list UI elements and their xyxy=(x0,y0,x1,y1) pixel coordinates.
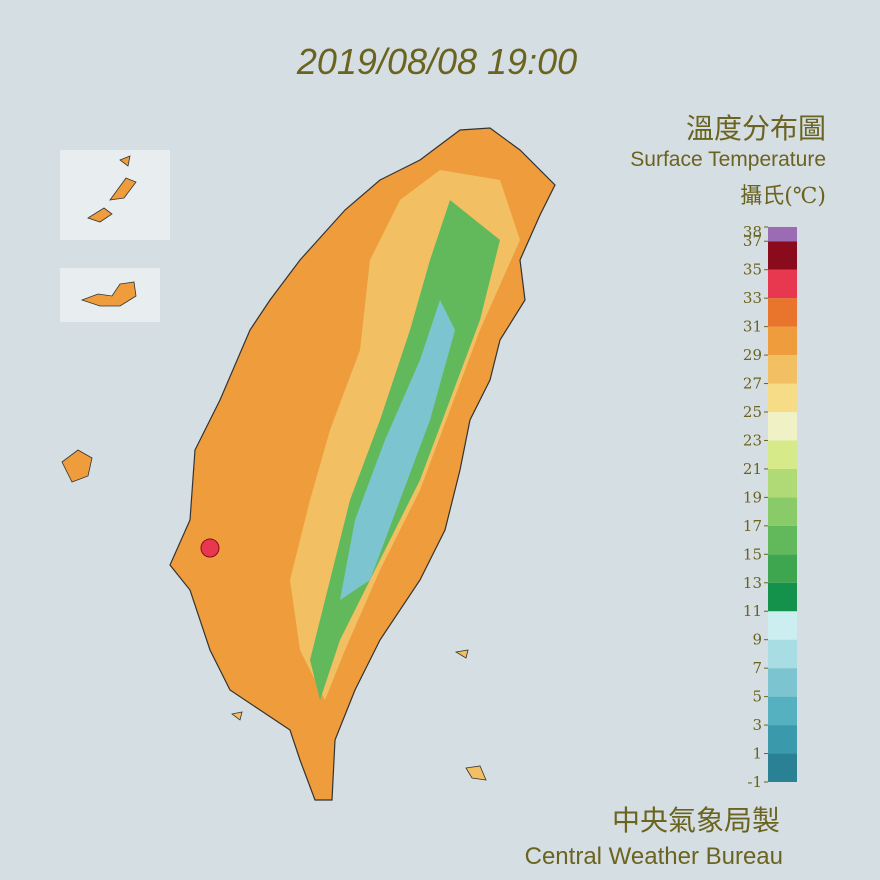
legend-title-zh: 溫度分布圖 xyxy=(686,112,826,145)
legend-tick-label: 1 xyxy=(752,745,762,763)
legend-tick-label: 11 xyxy=(743,602,762,620)
island xyxy=(61,449,93,483)
legend-tick-label: 7 xyxy=(752,659,762,677)
legend-swatch xyxy=(768,753,797,782)
agency-en: Central Weather Bureau xyxy=(525,843,783,870)
legend-swatch xyxy=(768,468,797,498)
legend-swatch xyxy=(768,298,797,327)
legend-tick-label: 13 xyxy=(743,574,762,592)
legend-tick-label: 9 xyxy=(752,631,762,649)
legend-swatch xyxy=(768,497,797,526)
legend-swatch xyxy=(768,582,797,612)
legend-tick-label: 37 xyxy=(743,232,762,250)
legend-swatch xyxy=(768,668,797,697)
legend-swatch xyxy=(768,725,797,754)
legend-title-en: Surface Temperature xyxy=(630,148,826,171)
legend-tick-label: 33 xyxy=(743,289,762,307)
legend-tick-label: -1 xyxy=(747,773,762,791)
timestamp: 2019/08/08 19:00 xyxy=(296,41,577,82)
legend-swatch xyxy=(768,383,797,412)
high-peak-zone xyxy=(340,300,455,600)
legend-swatch xyxy=(768,269,797,299)
legend-tick-label: 25 xyxy=(743,403,762,421)
legend-tick-label: 38 xyxy=(743,223,762,241)
legend-tick-label: 3 xyxy=(752,716,762,734)
legend-swatch xyxy=(768,326,797,356)
legend-tick-label: 35 xyxy=(743,261,762,279)
inset-island xyxy=(80,281,137,307)
island xyxy=(231,649,487,781)
legend-tick-label: 21 xyxy=(743,460,762,478)
legend-swatch xyxy=(768,355,797,384)
legend-tick-label: 15 xyxy=(743,545,762,563)
inset-box xyxy=(60,268,160,322)
legend-swatch xyxy=(768,554,797,583)
legend-tick-label: 27 xyxy=(743,375,762,393)
legend-unit: 攝氏(℃) xyxy=(740,184,826,209)
legend-swatch xyxy=(768,639,797,669)
legend-swatch xyxy=(768,525,797,555)
legend-tick-label: 5 xyxy=(752,688,762,706)
legend-swatch xyxy=(768,440,797,469)
hot-spot xyxy=(200,538,220,558)
legend-swatch xyxy=(768,227,797,242)
legend-tick-label: 19 xyxy=(743,488,762,506)
legend-tick-label: 17 xyxy=(743,517,762,535)
legend-tick-label: 29 xyxy=(743,346,762,364)
legend-tick-label: 23 xyxy=(743,431,762,449)
inset-island xyxy=(87,155,137,223)
legend-swatch xyxy=(768,241,797,270)
agency-zh: 中央氣象局製 xyxy=(612,804,780,837)
legend-swatch xyxy=(768,696,797,726)
legend-tick-label: 31 xyxy=(743,318,762,336)
legend-swatch xyxy=(768,611,797,640)
legend-swatch xyxy=(768,412,797,441)
